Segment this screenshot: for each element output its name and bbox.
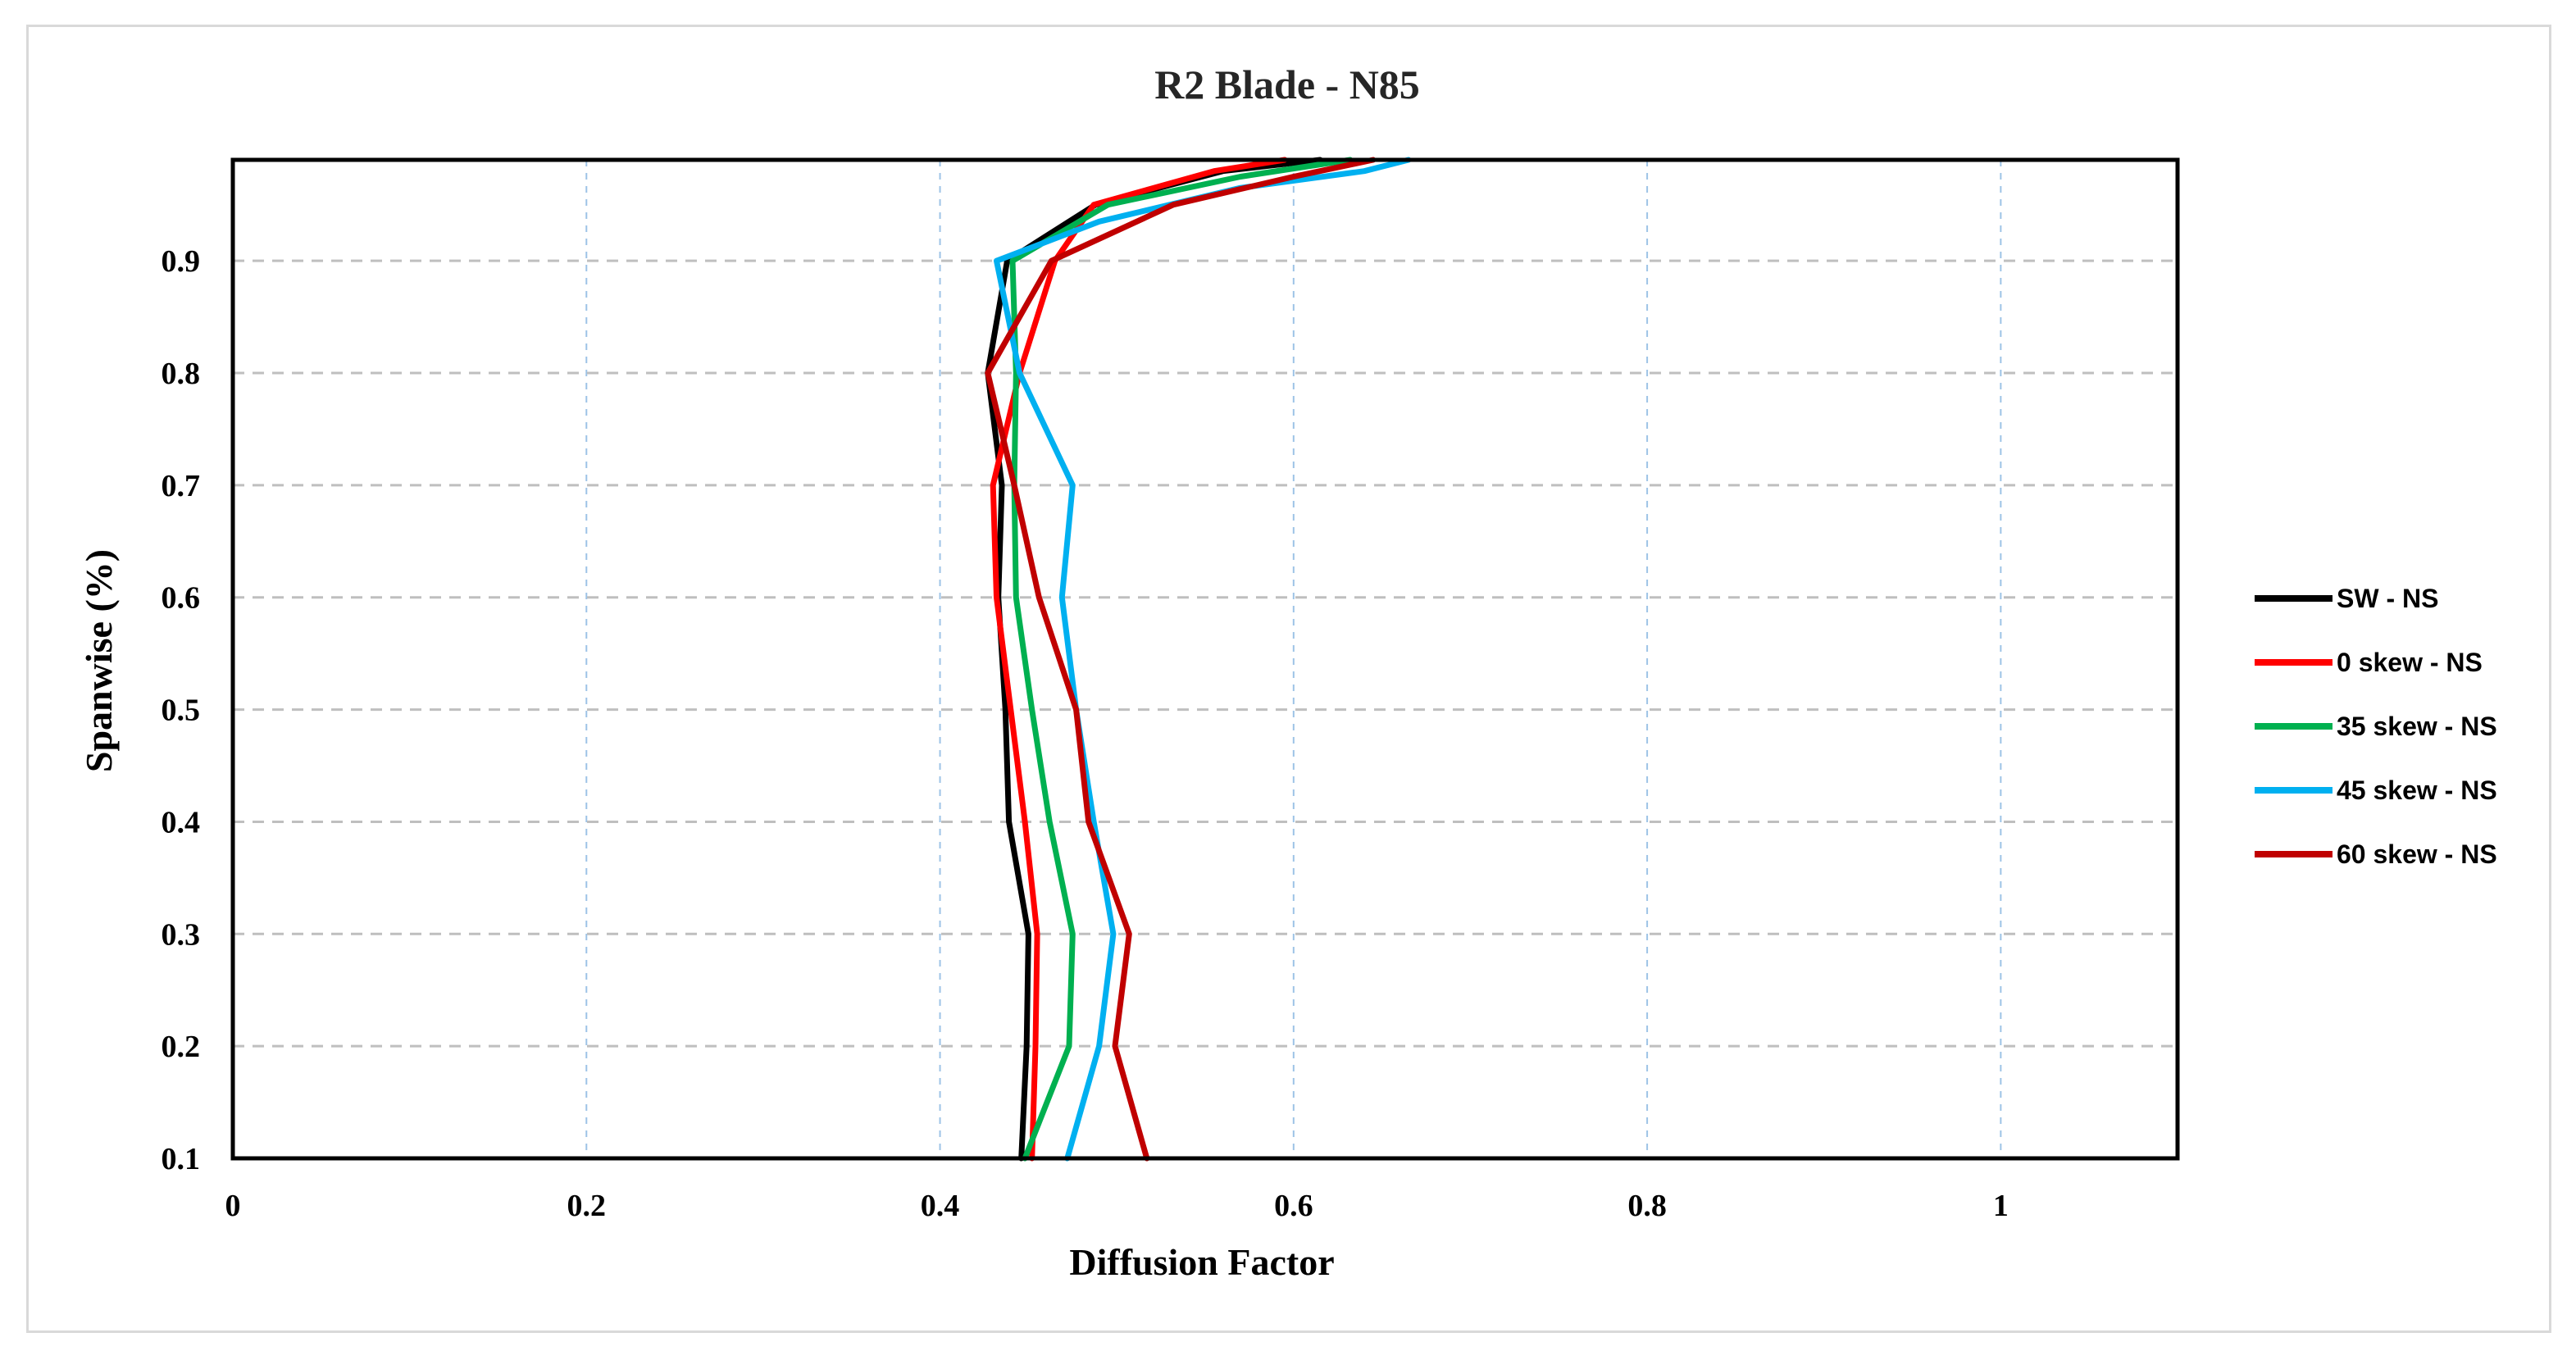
legend-label: 45 skew - NS	[2337, 776, 2497, 805]
x-axis-label: Diffusion Factor	[1069, 1241, 1334, 1283]
y-tick-label: 0.4	[162, 805, 201, 839]
x-tick-label: 0	[225, 1189, 241, 1223]
x-tick-label: 0.8	[1627, 1189, 1667, 1223]
y-tick-label: 0.9	[162, 244, 201, 279]
legend-label: 60 skew - NS	[2337, 839, 2497, 869]
x-tick-label: 0.4	[921, 1189, 960, 1223]
y-tick-label: 0.7	[162, 469, 201, 503]
legend: SW - NS 0 skew - NS 35 skew - NS 45 skew - …	[2255, 584, 2497, 869]
legend-label: 0 skew - NS	[2337, 648, 2483, 677]
x-tick-label: 1	[1993, 1189, 2009, 1223]
grid-lines	[233, 160, 2178, 1160]
x-tick-label: 0.6	[1274, 1189, 1313, 1223]
y-tick-label: 0.3	[162, 917, 201, 952]
series-line	[1009, 157, 1354, 1162]
legend-label: 35 skew - NS	[2337, 712, 2497, 741]
chart-title: R2 Blade - N85	[1154, 61, 1420, 107]
y-tick-label: 0.5	[162, 694, 201, 728]
y-tick-label: 0.6	[162, 581, 201, 616]
series-line	[985, 157, 1377, 1162]
series-lines	[985, 157, 1412, 1162]
plot-area-border	[230, 157, 2180, 1161]
y-tick-label: 0.1	[162, 1142, 201, 1176]
y-tick-label: 0.8	[162, 357, 201, 391]
series-line	[990, 157, 1288, 1162]
y-tick-label: 0.2	[162, 1030, 201, 1064]
x-tick-label: 0.2	[567, 1189, 607, 1223]
chart-frame	[26, 25, 2551, 1333]
axis-tick-labels: 0 0.2 0.4 0.6 0.8 1 0.1 0.2 0.3 0.4 0.5 0.6 0.7 0.8 0.…	[162, 244, 2009, 1223]
legend-label: SW - NS	[2337, 584, 2438, 613]
y-axis-label: Spanwise (%)	[78, 549, 120, 772]
